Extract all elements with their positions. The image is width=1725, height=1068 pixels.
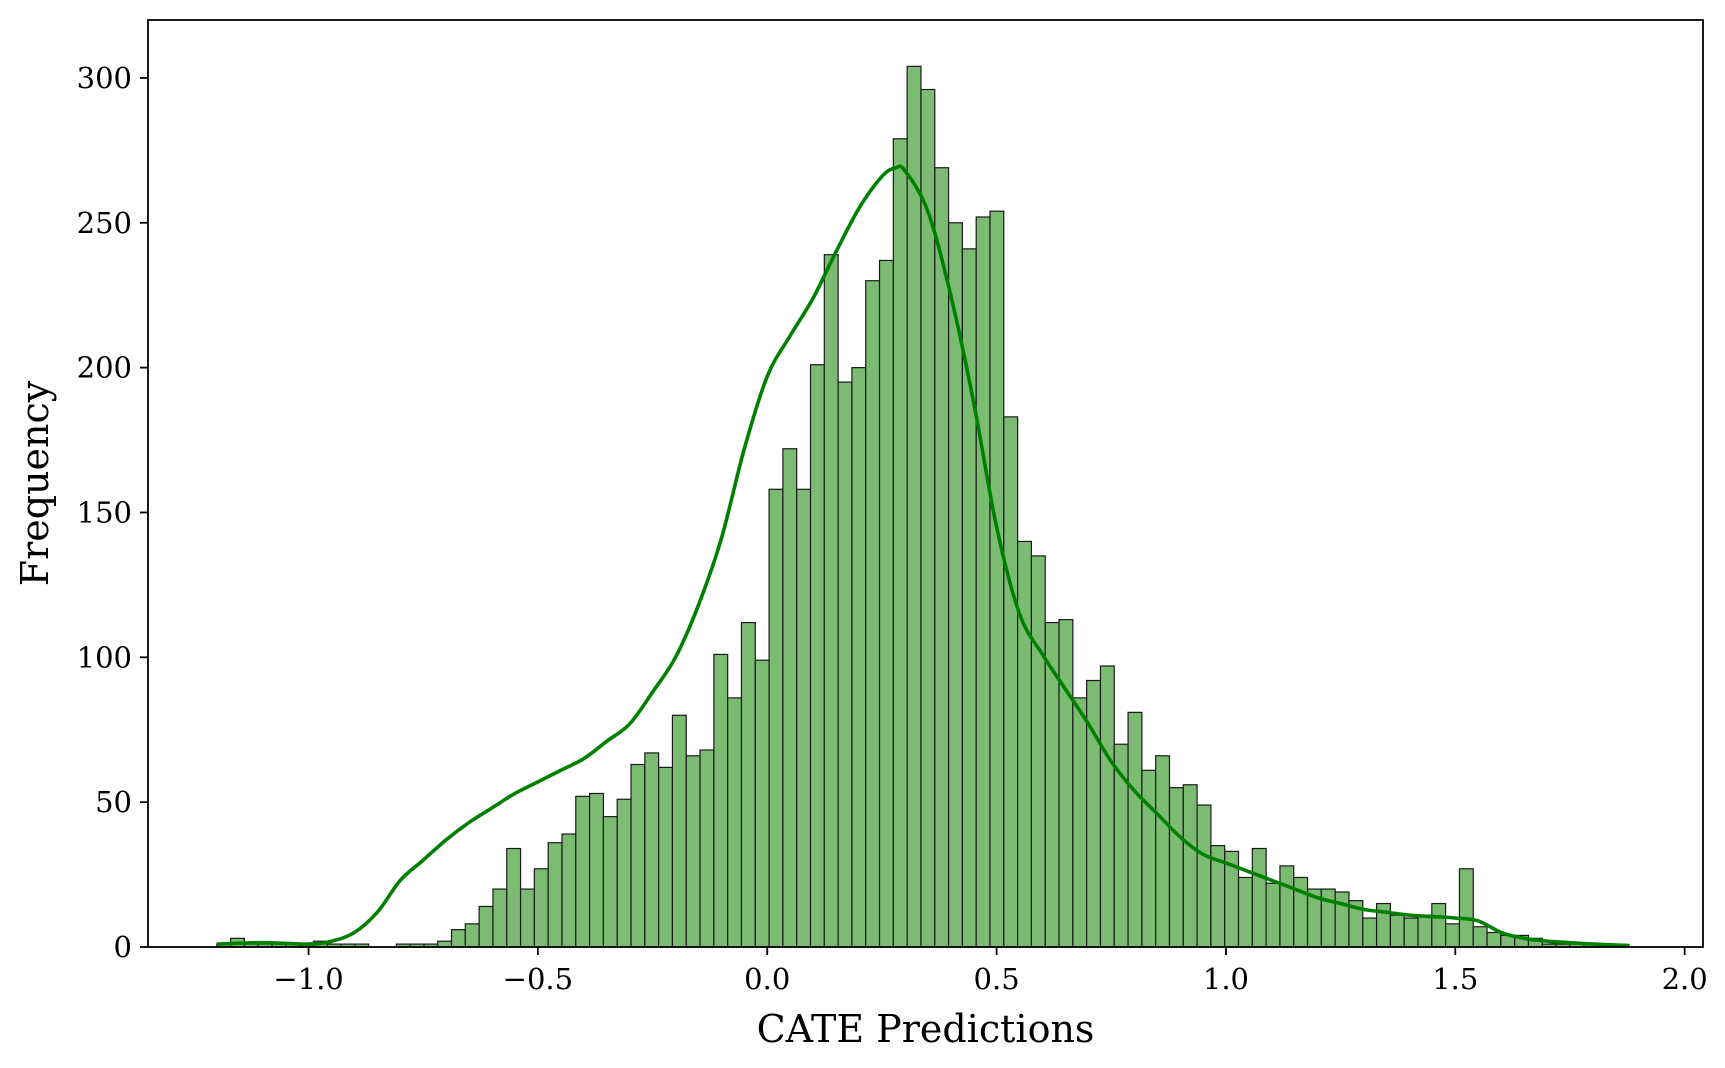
- histogram-bar: [892, 138, 908, 948]
- x-tick-label: 0.0: [744, 962, 790, 996]
- x-tick-label: 1.0: [1203, 962, 1249, 996]
- x-axis-ticks: −1.0 −0.5 0.0 0.5 1.0 1.5 2.0: [273, 947, 1708, 996]
- histogram-bar: [1155, 755, 1171, 948]
- histogram-bar: [796, 488, 812, 948]
- histogram-bar: [851, 367, 867, 948]
- y-tick-label: 50: [95, 785, 132, 819]
- histogram-bar: [1072, 697, 1088, 948]
- histogram-bar: [1251, 847, 1267, 948]
- histogram-bar: [837, 381, 853, 948]
- histogram-bar: [1196, 804, 1212, 948]
- histogram-bar: [1058, 619, 1074, 948]
- histogram-bar: [1099, 665, 1115, 948]
- histogram-bar: [740, 621, 756, 948]
- histogram-bar: [561, 833, 577, 948]
- plot-frame: [147, 19, 1704, 948]
- histogram-bar: [975, 216, 991, 948]
- histogram-bar: [1168, 787, 1184, 948]
- histogram-bar: [699, 749, 715, 948]
- histogram-bar: [519, 888, 535, 948]
- histogram-bar: [464, 923, 480, 948]
- histogram-bar: [989, 210, 1005, 948]
- histogram-bar: [658, 766, 674, 948]
- y-tick-label: 100: [77, 640, 132, 674]
- histogram-bar: [1237, 876, 1253, 948]
- histogram-bar: [1472, 926, 1488, 948]
- histogram-bar: [768, 488, 784, 948]
- histogram-bar: [547, 842, 563, 948]
- y-tick-label: 300: [77, 61, 132, 95]
- y-tick-label: 0: [114, 930, 132, 964]
- histogram-bar: [1389, 914, 1405, 948]
- histogram-bar: [671, 714, 687, 948]
- histogram-bar: [1362, 917, 1378, 948]
- histogram-bar: [920, 88, 936, 948]
- x-tick-label: 1.5: [1432, 962, 1478, 996]
- histogram-bar: [1458, 868, 1474, 948]
- histogram-bar: [713, 653, 729, 948]
- histogram-bar: [1182, 784, 1198, 948]
- histogram-bar: [685, 755, 701, 948]
- x-tick-label: −0.5: [503, 962, 573, 996]
- histogram-bar: [1086, 679, 1102, 948]
- histogram-bar: [1030, 555, 1046, 948]
- histogram-bar: [1279, 865, 1295, 948]
- histogram-bar: [492, 888, 508, 948]
- histogram-bar: [575, 795, 591, 948]
- histogram-bar: [588, 792, 604, 948]
- x-tick-label: 2.0: [1662, 962, 1708, 996]
- histogram-bar: [630, 763, 646, 948]
- histogram-bar: [1403, 917, 1419, 948]
- histogram-bar: [865, 280, 881, 948]
- histogram-bar: [1445, 923, 1461, 948]
- histogram-bar: [1417, 914, 1433, 948]
- histogram-bar: [644, 752, 660, 948]
- histogram-bar: [1431, 902, 1447, 948]
- histogram-bar: [906, 65, 922, 948]
- histogram-bar: [506, 847, 522, 948]
- kde-curve: [216, 164, 1630, 948]
- histogram-bar: [1003, 416, 1019, 948]
- histogram-bar: [616, 798, 632, 948]
- histogram-bar: [1127, 711, 1143, 948]
- histogram-bar: [754, 659, 770, 948]
- histogram-bar: [1265, 882, 1281, 948]
- histogram-bar: [878, 259, 894, 948]
- x-tick-label: 0.5: [974, 962, 1020, 996]
- histogram-bar: [602, 816, 618, 948]
- histogram-bar: [1486, 931, 1502, 948]
- histogram-bar: [450, 929, 466, 948]
- histogram-bar: [1334, 891, 1350, 948]
- y-tick-label: 200: [77, 351, 132, 385]
- histogram-bar: [1017, 540, 1033, 948]
- histogram-bar: [809, 364, 825, 948]
- histogram-bar: [478, 905, 494, 948]
- y-axis-label: Frequency: [13, 380, 57, 586]
- x-tick-label: −1.0: [273, 962, 343, 996]
- y-tick-label: 150: [77, 495, 132, 529]
- y-tick-label: 250: [77, 206, 132, 240]
- histogram-bar: [782, 448, 798, 948]
- x-axis-label: CATE Predictions: [757, 1007, 1095, 1051]
- y-axis-ticks: 0 50 100 150 200 250 300: [77, 61, 148, 964]
- histogram-bar: [727, 697, 743, 948]
- histogram-bar: [533, 868, 549, 948]
- histogram-bar: [1141, 769, 1157, 948]
- histogram-bar: [823, 254, 839, 948]
